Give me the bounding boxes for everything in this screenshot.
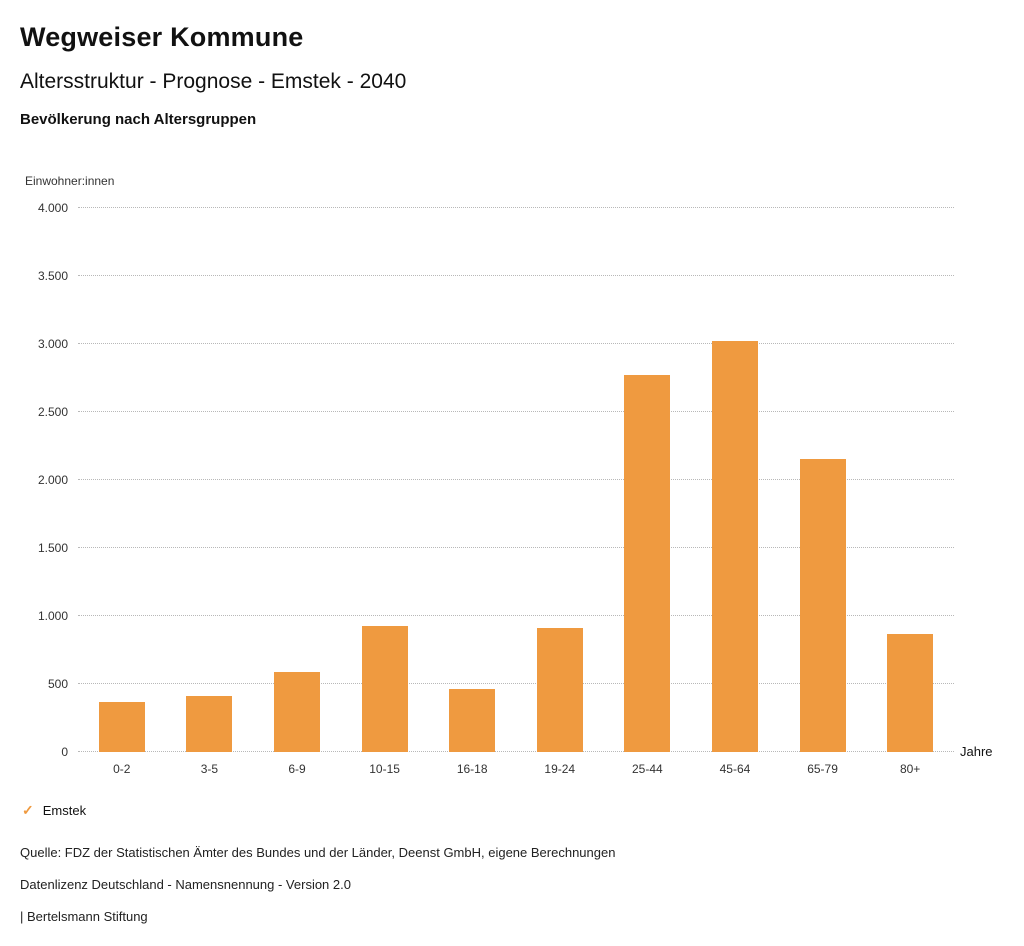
bars-row xyxy=(78,208,954,752)
x-tick-label: 16-18 xyxy=(456,762,488,776)
bar-3-5[interactable] xyxy=(186,696,233,752)
bar-80+[interactable] xyxy=(887,633,934,752)
gridline xyxy=(78,411,954,412)
bar-45-64[interactable] xyxy=(711,341,758,752)
legend-check-icon: ✓ xyxy=(22,802,34,818)
bar-slot xyxy=(428,208,516,752)
bar-25-44[interactable] xyxy=(624,375,671,752)
bar-slot xyxy=(779,208,867,752)
y-tick-label: 1.500 xyxy=(37,541,68,555)
y-axis: 0 500 1.000 1.500 2.000 2.500 3.000 3.500 4.000 xyxy=(20,201,78,759)
x-tick-label: 0-2 xyxy=(113,762,131,776)
bar-slot xyxy=(341,208,429,752)
y-tick-label: 4.000 xyxy=(37,201,68,215)
x-tick-label: 80+ xyxy=(899,762,921,776)
x-tick-label: 19-24 xyxy=(544,762,576,776)
chart-title: Bevölkerung nach Altersgruppen xyxy=(20,111,257,128)
bar-slot xyxy=(166,208,254,752)
bar-slot xyxy=(691,208,779,752)
y-tick-label: 3.500 xyxy=(37,269,68,283)
x-tick-label: 10-15 xyxy=(369,762,400,776)
bar-16-18[interactable] xyxy=(449,689,496,752)
bar-19-24[interactable] xyxy=(536,627,583,752)
y-tick-label: 1.000 xyxy=(37,609,68,623)
gridline xyxy=(78,207,954,208)
bar-slot xyxy=(78,208,166,752)
x-labels-row: 0-2 3-5 6-9 10-15 16-18 19-24 25-44 45-64 65-79 8… xyxy=(78,762,954,776)
y-tick-label: 2.500 xyxy=(37,405,68,419)
gridline xyxy=(78,275,954,276)
gridline xyxy=(78,683,954,684)
y-tick-label: 2.000 xyxy=(37,473,68,487)
bar-10-15[interactable] xyxy=(361,625,408,752)
bar-slot xyxy=(866,208,954,752)
x-tick-label: 45-64 xyxy=(719,762,751,776)
chart-grid: 0 500 1.000 1.500 2.000 2.500 3.000 3.500 4.000 … xyxy=(20,201,1004,776)
bar-slot xyxy=(604,208,692,752)
bar-slot xyxy=(516,208,604,752)
legend-item-emstek[interactable]: Emstek xyxy=(42,803,87,818)
bar-0-2[interactable] xyxy=(98,701,145,752)
bar-chart: Einwohner:innen 0 500 1.000 1.500 2.000 2.500… xyxy=(20,174,1004,776)
gridline xyxy=(78,547,954,548)
bar-65-79[interactable] xyxy=(799,458,846,752)
x-axis-title: Jahre xyxy=(960,744,993,759)
bar-slot xyxy=(253,208,341,752)
source-text: Quelle: FDZ der Statistischen Ämter des … xyxy=(20,845,616,860)
license-text: Datenlizenz Deutschland - Namensnennung … xyxy=(20,877,351,892)
y-axis-title: Einwohner:innen xyxy=(25,174,115,188)
x-tick-label: 6-9 xyxy=(288,762,306,776)
bar-6-9[interactable] xyxy=(273,671,320,752)
publisher-text: | Bertelsmann Stiftung xyxy=(20,909,148,924)
x-tick-label: 65-79 xyxy=(807,762,838,776)
page-title: Wegweiser Kommune xyxy=(20,22,304,52)
x-tick-label: 25-44 xyxy=(632,762,663,776)
y-tick-label: 3.000 xyxy=(37,337,68,351)
gridline xyxy=(78,615,954,616)
footer: Quelle: FDZ der Statistischen Ämter des … xyxy=(20,845,1004,924)
gridline xyxy=(78,343,954,344)
y-tick-label: 0 xyxy=(61,745,68,759)
chart-subtitle: Altersstruktur - Prognose - Emstek - 204… xyxy=(20,70,407,93)
gridline xyxy=(78,479,954,480)
legend: ✓ Emstek xyxy=(22,802,1004,819)
x-tick-label: 3-5 xyxy=(200,762,219,776)
plot-area xyxy=(78,207,954,752)
y-tick-label: 500 xyxy=(47,677,68,691)
gridline xyxy=(78,751,954,752)
